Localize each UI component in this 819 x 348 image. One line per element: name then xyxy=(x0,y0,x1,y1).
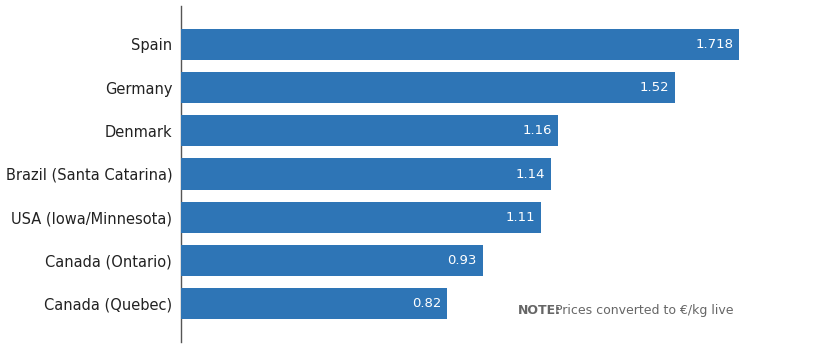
Bar xyxy=(180,115,557,147)
Text: 1.11: 1.11 xyxy=(505,211,535,224)
Text: Prices converted to €/kg live: Prices converted to €/kg live xyxy=(550,304,733,317)
Bar xyxy=(180,245,482,276)
Bar xyxy=(180,201,541,233)
Text: 1.52: 1.52 xyxy=(638,81,668,94)
Text: 0.82: 0.82 xyxy=(411,297,441,310)
Bar xyxy=(180,288,446,319)
Bar xyxy=(180,29,738,60)
Text: 1.718: 1.718 xyxy=(695,38,732,51)
Bar xyxy=(180,158,550,190)
Text: NOTE:: NOTE: xyxy=(518,304,561,317)
Text: 1.16: 1.16 xyxy=(522,124,551,137)
Bar xyxy=(180,72,674,103)
Text: 1.14: 1.14 xyxy=(515,167,545,181)
Text: 0.93: 0.93 xyxy=(447,254,477,267)
